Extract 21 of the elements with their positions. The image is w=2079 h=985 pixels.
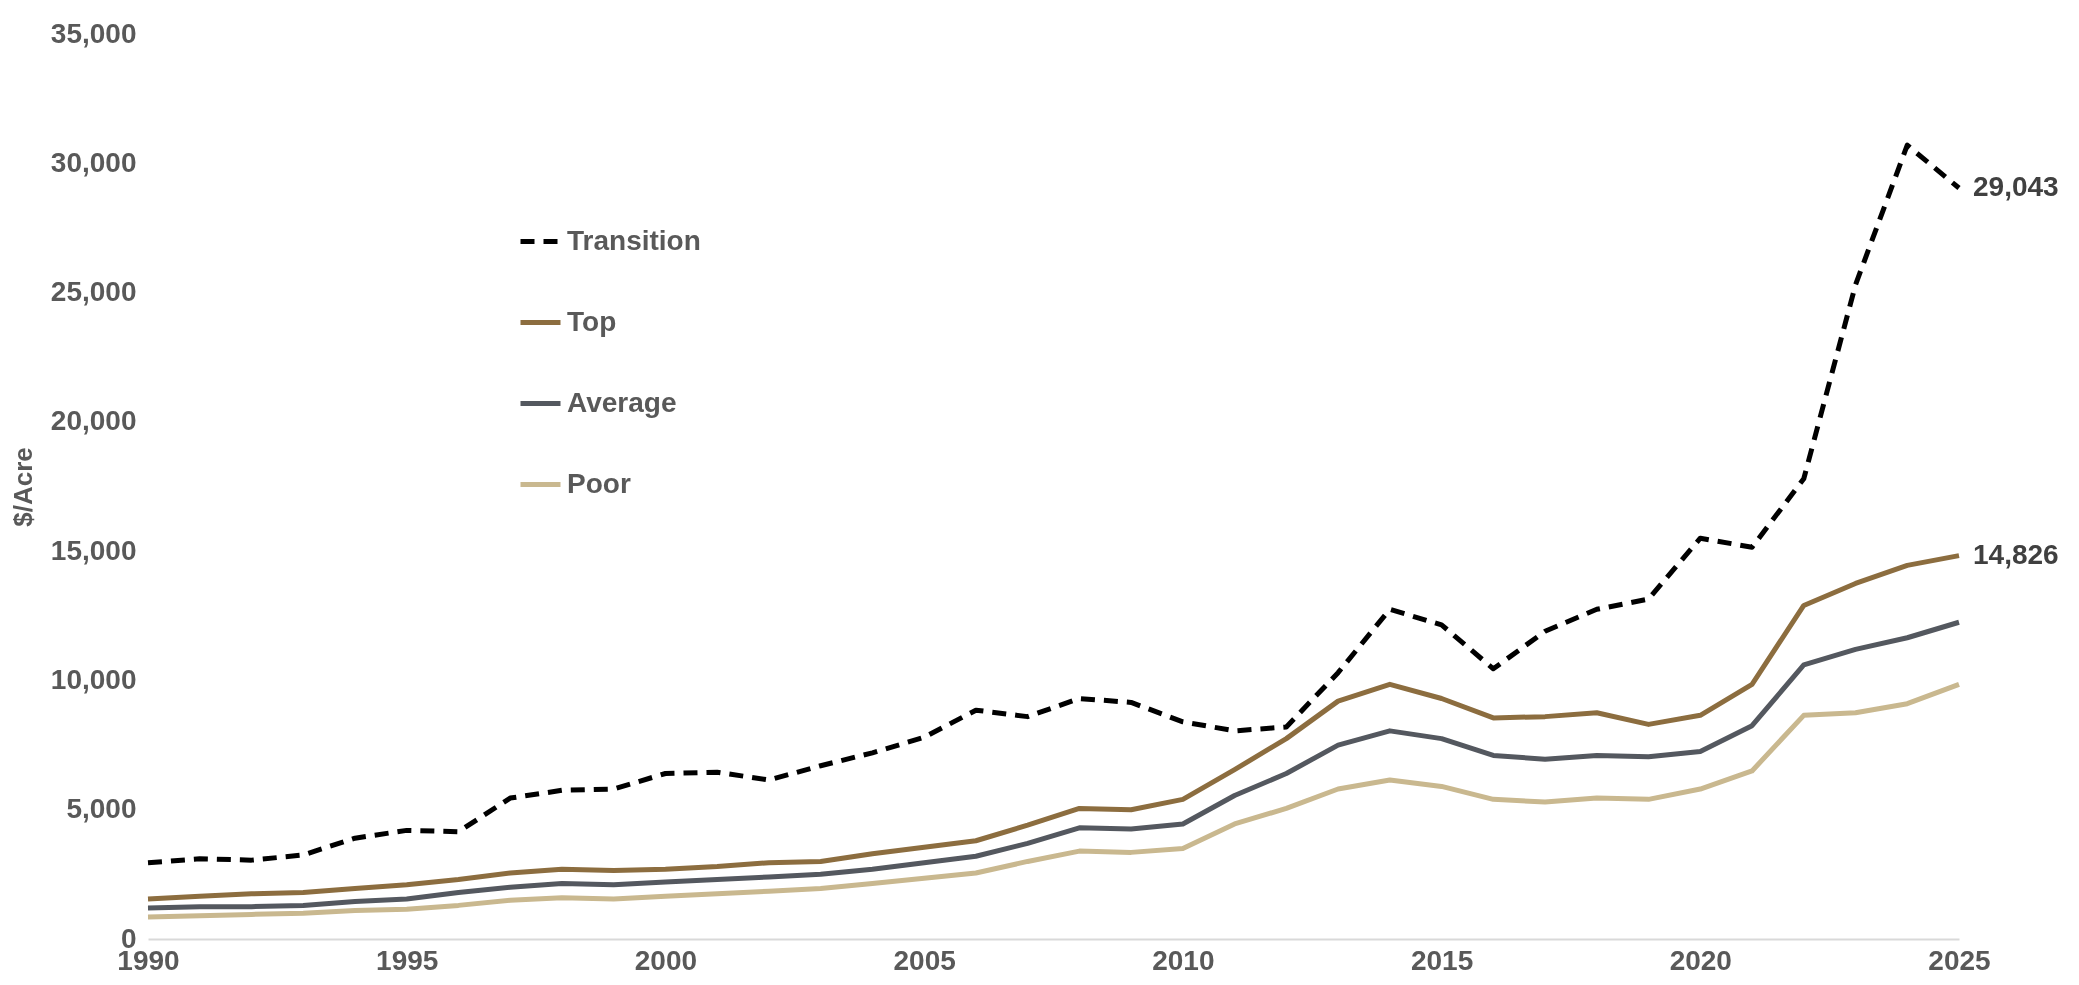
- y-axis-title: $/Acre: [7, 447, 38, 527]
- y-tick-label: 10,000: [50, 663, 137, 695]
- x-tick-label: 2020: [1669, 944, 1732, 976]
- x-tick-label: 2010: [1152, 944, 1215, 976]
- y-tick-label: 20,000: [50, 405, 137, 437]
- x-tick-label: 2015: [1410, 944, 1474, 976]
- legend-label: Transition: [567, 224, 701, 256]
- x-tick-label: 2000: [634, 944, 698, 976]
- y-tick-label: 5,000: [66, 793, 137, 825]
- legend-label: Poor: [567, 467, 631, 499]
- y-tick-label: 25,000: [50, 276, 137, 308]
- legend-label: Top: [567, 305, 617, 337]
- x-tick-label: 1995: [376, 944, 439, 976]
- legend-label: Average: [567, 386, 677, 418]
- y-tick-label: 35,000: [50, 17, 137, 49]
- x-tick-label: 2005: [893, 944, 956, 976]
- y-tick-label: 30,000: [50, 146, 137, 178]
- x-tick-label: 2025: [1928, 944, 1991, 976]
- y-tick-label: 15,000: [50, 534, 137, 566]
- annotation: 29,043: [1973, 171, 2059, 203]
- annotation: 14,826: [1973, 538, 2059, 570]
